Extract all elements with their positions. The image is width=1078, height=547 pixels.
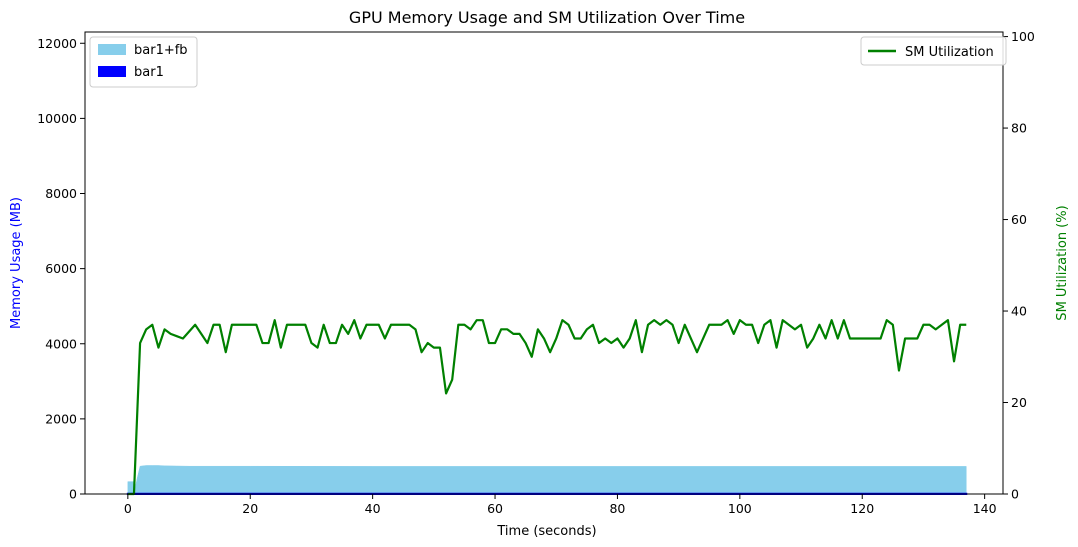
legend-swatch-bar1-fb [98, 44, 126, 55]
legend-sm: SM Utilization [860, 36, 1007, 66]
legend-memory: bar1+fb bar1 [89, 36, 198, 88]
y-right-tick-label: 100 [1011, 29, 1035, 44]
y-left-tick-label: 6000 [45, 261, 77, 276]
x-tick-label: 120 [850, 501, 874, 516]
legend-label-bar1-fb: bar1+fb [134, 43, 188, 58]
y-right-tick-label: 80 [1011, 121, 1027, 136]
y-left-tick-label: 2000 [45, 411, 77, 426]
legend-label-bar1: bar1 [134, 65, 164, 80]
plot-area [126, 319, 968, 496]
y-left-tick-label: 10000 [37, 111, 77, 126]
y-right-tick-label: 0 [1011, 487, 1019, 502]
y-left-tick-label: 4000 [45, 336, 77, 351]
series-area-bar1-fb [127, 465, 967, 495]
y-left-tick-label: 8000 [45, 186, 77, 201]
y-right-tick-label: 20 [1011, 395, 1027, 410]
series-line-sm-utilization [127, 319, 967, 496]
y-right-tick-label: 40 [1011, 304, 1027, 319]
x-tick-label: 80 [609, 501, 625, 516]
y-axis-right-label: SM Utilization (%) [1055, 205, 1070, 320]
x-tick-label: 140 [973, 501, 997, 516]
legend-sm-frame [860, 36, 1007, 66]
x-tick-label: 40 [365, 501, 381, 516]
x-tick-label: 20 [242, 501, 258, 516]
y-left-tick-label: 12000 [37, 36, 77, 51]
y-right-tick-label: 60 [1011, 212, 1027, 227]
x-axis-label: Time (seconds) [496, 524, 596, 539]
y-left-tick-label: 0 [69, 487, 77, 502]
y-axis-left-label: Memory Usage (MB) [9, 197, 24, 329]
x-tick-label: 0 [124, 501, 132, 516]
legend-label-sm-utilization: SM Utilization [905, 45, 994, 60]
axes: 0 20 40 60 80 100 120 140 0 2000 4000 6000 8000 10000… [37, 29, 1035, 516]
x-tick-label: 100 [728, 501, 752, 516]
x-tick-label: 60 [487, 501, 503, 516]
axes-frame [84, 31, 1004, 495]
chart-title: GPU Memory Usage and SM Utilization Over… [349, 8, 745, 27]
legend-swatch-bar1 [98, 66, 126, 77]
